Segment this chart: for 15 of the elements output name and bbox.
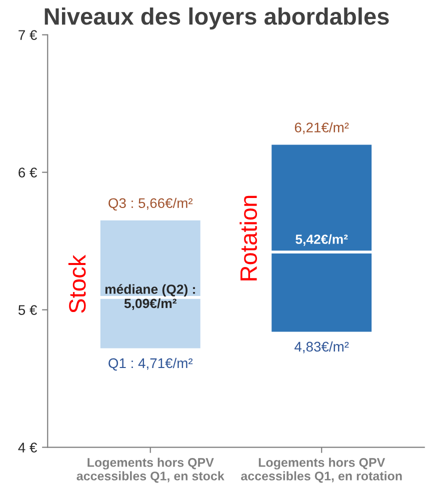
annotation: Q3 : 5,66€/m² [108,198,193,211]
y-tick-label: 5 € [18,305,38,315]
x-tick-label: Logements hors QPV accessibles Q1, en rotation [241,458,402,483]
y-tick-label: 6 € [18,168,38,178]
x-tick-label: Logements hors QPV accessibles Q1, en stock [76,458,224,483]
annotation: 5,42€/m² [296,234,348,246]
chart-title: Niveaux des loyers abordables [44,7,389,30]
annotation: médiane (Q2) : 5,09€/m² [105,284,195,310]
annotation: Q1 : 4,71€/m² [108,358,193,371]
annotation: 6,21€/m² [294,122,349,134]
annotation: 4,83€/m² [294,341,349,354]
annotation: Rotation [240,196,258,280]
y-tick-label: 7 € [18,30,38,40]
annotation: Stock [68,254,86,313]
y-tick-label: 4 € [18,442,38,452]
